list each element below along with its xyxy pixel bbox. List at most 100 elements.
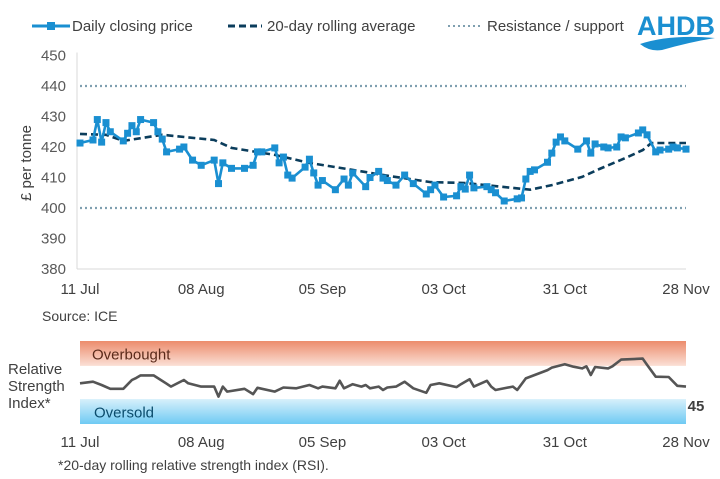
closing-price-marker [124, 129, 132, 137]
closing-price-marker [284, 171, 292, 179]
closing-price-marker [258, 148, 266, 156]
closing-price-marker [375, 167, 383, 175]
closing-price-marker [366, 174, 374, 181]
closing-price-marker [409, 180, 417, 188]
closing-price-marker [271, 144, 279, 152]
closing-price-marker [219, 159, 227, 167]
closing-price-marker [621, 134, 629, 142]
closing-price-marker [600, 143, 608, 151]
closing-price-marker [669, 143, 677, 151]
closing-price-marker [102, 119, 110, 127]
y-tick-label: 420 [41, 139, 66, 156]
closing-price-marker [457, 183, 465, 191]
closing-price-marker [401, 171, 409, 179]
closing-price-marker [492, 189, 500, 197]
closing-price-marker [210, 156, 218, 164]
legend-item-price: Daily closing price [32, 18, 193, 35]
closing-price-marker [552, 138, 560, 146]
y-tick-label: 400 [41, 200, 66, 217]
closing-price-marker [93, 116, 101, 124]
closing-price-marker [314, 181, 322, 189]
closing-price-marker [531, 166, 538, 174]
rsi-ylabel: Relative Strength Index* [8, 361, 65, 412]
closing-price-marker [604, 144, 612, 152]
y-tick-label: 450 [41, 48, 66, 65]
rsi-label-line-2: Strength [8, 378, 65, 395]
closing-price-marker [89, 136, 97, 144]
closing-price-marker [526, 167, 534, 175]
closing-price-marker [189, 156, 197, 164]
closing-price-marker [154, 128, 162, 136]
rsi-x-tick-label: 08 Aug [178, 434, 225, 451]
closing-price-marker [617, 133, 625, 141]
closing-price-marker [427, 186, 435, 194]
closing-price-marker [656, 146, 664, 154]
closing-price-marker [379, 174, 387, 182]
closing-price-marker [634, 129, 642, 137]
closing-price-marker [682, 145, 690, 153]
y-tick-label: 430 [41, 109, 66, 126]
closing-price-marker [253, 148, 261, 156]
closing-price-marker [513, 195, 521, 203]
closing-price-marker [483, 183, 491, 191]
x-tick-label: 31 Oct [543, 281, 588, 298]
closing-price-marker [639, 126, 647, 134]
closing-price-marker [240, 164, 248, 172]
overbought-label: Overbought [92, 346, 171, 363]
rsi-x-tick-label: 03 Oct [422, 434, 467, 451]
closing-price-marker [362, 183, 370, 191]
closing-price-marker [587, 149, 595, 157]
closing-price-marker [470, 184, 478, 192]
closing-price-marker [548, 149, 556, 157]
closing-price-marker [128, 122, 136, 130]
closing-price-marker [158, 135, 166, 143]
closing-price-marker [215, 180, 223, 188]
closing-price-marker [305, 155, 313, 163]
footnote: *20-day rolling relative strength index … [58, 457, 329, 473]
x-tick-label: 08 Aug [178, 281, 225, 298]
closing-price-marker [344, 181, 352, 189]
closing-price-marker [310, 169, 318, 177]
closing-price-marker [518, 194, 526, 202]
closing-price-marker [279, 153, 287, 161]
closing-price-marker [340, 175, 348, 183]
closing-price-marker [301, 163, 309, 171]
closing-price-marker [522, 175, 530, 183]
closing-price-marker [392, 181, 400, 189]
legend: Daily closing price 20-day rolling avera… [32, 18, 625, 35]
rsi-line [79, 357, 687, 398]
closing-price-marker [98, 138, 106, 146]
closing-price-marker [440, 193, 448, 201]
oversold-band [80, 399, 686, 424]
closing-price-line [79, 118, 687, 203]
rolling-average-line [79, 132, 686, 192]
ahdb-logo: AHDB [637, 11, 715, 51]
closing-price-marker [500, 197, 508, 205]
x-tick-label: 11 Jul [61, 281, 100, 298]
closing-price-marker [275, 159, 283, 167]
closing-price-marker [574, 145, 582, 153]
closing-price-marker [318, 177, 326, 185]
rsi-x-tick-label: 05 Sep [299, 434, 347, 451]
legend-item-rolling-average: 20-day rolling average [228, 18, 415, 35]
rsi-x-tick-label: 31 Oct [543, 434, 588, 451]
closing-price-marker [487, 186, 495, 194]
closing-price-marker [613, 143, 621, 151]
y-tick-label: 380 [41, 261, 66, 278]
closing-price-marker [665, 145, 673, 153]
rsi-x-tick-label: 28 Nov [662, 434, 710, 451]
overbought-band [80, 341, 686, 366]
y-tick-label: 440 [41, 78, 66, 95]
legend-label-rolling-average: 20-day rolling average [267, 18, 415, 35]
closing-price-marker [119, 137, 127, 145]
y-axis-title: £ per tonne [18, 125, 35, 201]
closing-price-marker [331, 186, 339, 194]
closing-price-marker [197, 161, 205, 169]
closing-price-marker [652, 148, 660, 156]
closing-price-marker [383, 177, 391, 185]
logo-wave-icon [640, 36, 715, 51]
closing-price-marker [461, 185, 469, 193]
closing-price-marker [349, 169, 357, 177]
closing-price-marker [591, 140, 599, 148]
closing-price-marker [150, 119, 158, 127]
